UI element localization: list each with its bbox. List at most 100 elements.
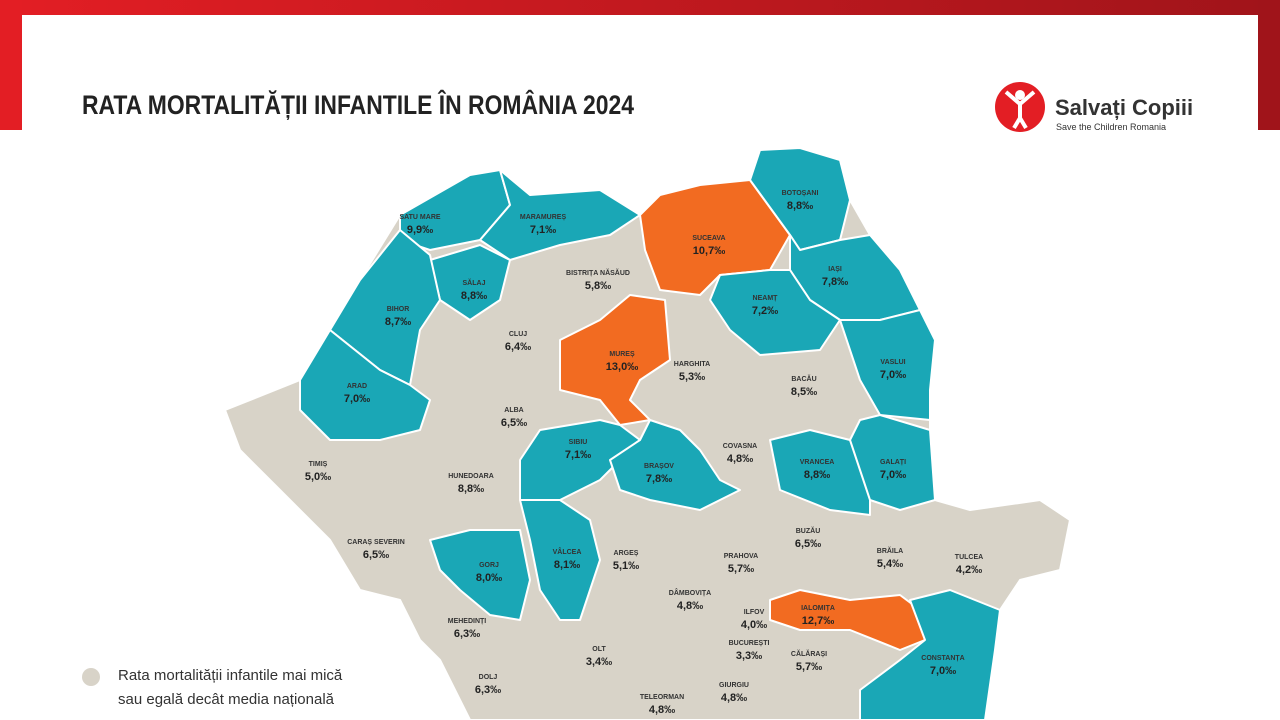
county-rate: 7,8‰ [822,276,848,288]
county-name: NEAMȚ [753,295,779,302]
county-name: BISTRIȚA NĂSĂUD [566,268,630,277]
county-shape [559,294,671,426]
county-name: ALBA [504,407,523,414]
county-rate: 8,8‰ [804,469,830,481]
county-rate: 6,3‰ [454,628,480,640]
top-bar [0,0,1280,15]
county-shape [479,169,641,261]
legend-swatch [82,668,100,686]
county-rate: 4,8‰ [727,453,753,465]
county-name: HUNEDOARA [448,473,494,480]
logo-name: Salvați Copiii [1055,95,1193,120]
county-rate: 5,7‰ [796,661,822,673]
county-name: IAȘI [828,266,842,273]
county-rate: 7,1‰ [565,449,591,461]
county-name: PRAHOVA [724,553,758,560]
county-rate: 7,0‰ [344,393,370,405]
county-name: MEHEDINȚI [448,618,487,625]
county-name: MUREȘ [609,351,635,358]
county-name: BOTOȘANI [782,190,819,197]
county-rate: 12,7‰ [802,615,834,627]
county-name: CONSTANȚA [921,655,964,662]
county-name: COVASNA [723,443,757,450]
county-name: HARGHITA [674,361,710,368]
county-labels: SATU MARE 9,9‰ MARAMUREȘ 7,1‰ SUCEAVA 10,7‰ BO… [305,190,983,716]
county-rate: 8,0‰ [476,572,502,584]
county-name: SUCEAVA [692,235,725,242]
county-name: SIBIU [569,439,588,446]
county-name: MARAMUREȘ [520,214,567,221]
county-name: TULCEA [955,554,983,561]
county-rate: 6,5‰ [795,538,821,550]
county-name: VASLUI [880,359,905,366]
county-name: GALAȚI [880,459,906,466]
county-rate: 5,7‰ [728,563,754,575]
county-name: SĂLAJ [463,278,486,287]
logo: Salvați Copiii Save the Children Romania [995,82,1193,132]
county-name: IALOMIȚA [801,605,835,612]
legend-text: sau egală decât media națională [118,691,335,708]
county-rate: 8,8‰ [461,290,487,302]
county-rate: 7,1‰ [530,224,556,236]
county-name: DOLJ [479,674,498,681]
county-rate: 7,0‰ [880,369,906,381]
county-rate: 8,5‰ [791,386,817,398]
county-name: TELEORMAN [640,694,684,701]
county-rate: 7,0‰ [930,665,956,677]
county-shape [839,309,936,421]
county-rate: 13,0‰ [606,361,638,373]
county-shape [429,529,531,621]
legend-text: Rata mortalității infantile mai mică [118,667,343,684]
county-rate: 6,5‰ [501,417,527,429]
county-rate: 7,2‰ [752,305,778,317]
county-rate: 6,4‰ [505,341,531,353]
map [224,147,1071,720]
county-rate: 6,3‰ [475,684,501,696]
county-name: CĂLĂRAȘI [791,649,827,658]
logo-figure [1004,90,1036,130]
county-rate: 8,7‰ [385,316,411,328]
county-shape [299,329,431,441]
county-name: GORJ [479,562,499,569]
county-rate: 8,8‰ [787,200,813,212]
county-rate: 5,8‰ [585,280,611,292]
left-bar [0,0,22,130]
county-name: BIHOR [387,306,410,313]
county-rate: 4,0‰ [741,619,767,631]
county-name: TIMIȘ [309,461,328,468]
county-name: ILFOV [744,609,765,616]
logo-head [1015,90,1025,100]
county-name: BRĂILA [877,546,903,555]
logo-tagline: Save the Children Romania [1056,122,1166,132]
county-rate: 5,4‰ [877,558,903,570]
county-rate: 3,4‰ [586,656,612,668]
county-name: VRANCEA [800,459,835,466]
county-name: SATU MARE [399,214,440,221]
county-rate: 4,8‰ [677,600,703,612]
county-rate: 10,7‰ [693,245,725,257]
county-rate: 8,1‰ [554,559,580,571]
county-shape [859,589,1001,720]
county-rate: 5,0‰ [305,471,331,483]
county-rate: 4,8‰ [721,692,747,704]
county-shape [519,499,601,621]
county-rate: 7,0‰ [880,469,906,481]
county-rate: 6,5‰ [363,549,389,561]
county-name: ARAD [347,383,367,390]
county-shape [849,414,936,511]
county-rate: 4,2‰ [956,564,982,576]
title: RATA MORTALITĂȚII INFANTILE ÎN ROMÂNIA 2… [82,89,634,120]
county-name: VÂLCEA [553,547,582,556]
county-name: DÂMBOVIȚA [669,588,711,597]
county-rate: 7,8‰ [646,473,672,485]
county-name: ARGEȘ [614,550,639,557]
county-name: BUCUREȘTI [729,640,770,647]
county-name: BRAȘOV [644,463,674,470]
county-name: BACĂU [791,374,816,383]
county-name: GIURGIU [719,682,749,689]
county-name: CLUJ [509,331,527,338]
county-rate: 8,8‰ [458,483,484,495]
right-bar [1258,0,1280,130]
